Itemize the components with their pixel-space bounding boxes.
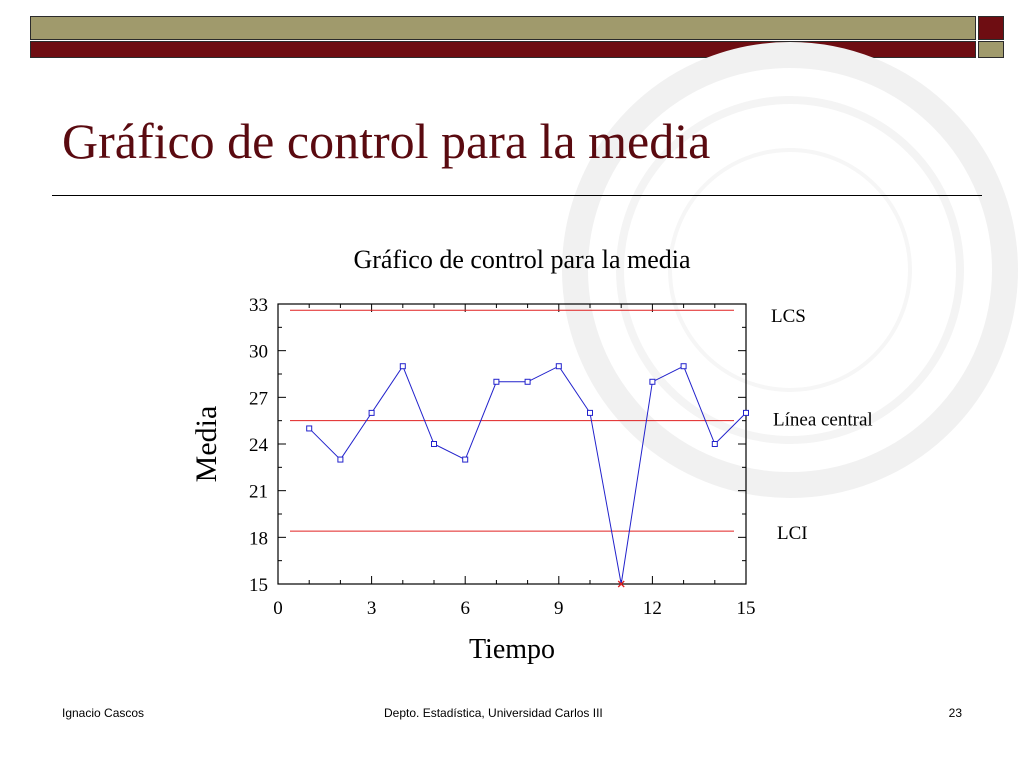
title-divider: [52, 195, 982, 196]
maroon-square: [978, 16, 1004, 40]
data-point: [306, 425, 313, 432]
slide-title: Gráfico de control para la media: [62, 113, 711, 169]
y-tick-label: 24: [249, 435, 269, 456]
data-point: [711, 441, 718, 447]
x-tick-label: 9: [554, 598, 564, 619]
y-tick-label: 15: [249, 575, 268, 596]
x-tick-label: 12: [643, 598, 662, 619]
x-tick-label: 3: [367, 598, 377, 619]
data-point: [337, 456, 344, 463]
ucl-label: LCS: [771, 306, 806, 327]
footer-author: Ignacio Cascos: [62, 706, 145, 720]
center-line-label: Línea central: [773, 410, 873, 431]
data-point: [431, 441, 437, 447]
data-point: [399, 363, 406, 370]
lcl-label: LCI: [777, 523, 808, 544]
footer-page-number: 23: [948, 706, 962, 720]
plot-frame: [277, 303, 747, 585]
y-tick-label: 27: [249, 388, 268, 409]
chart-title: Gráfico de control para la media: [353, 245, 691, 274]
x-tick-label: 6: [460, 598, 470, 619]
data-point: [493, 378, 500, 385]
data-point: [649, 378, 656, 385]
olive-bar: [30, 16, 976, 40]
out-of-control-point: [617, 580, 625, 588]
x-axis-label: Tiempo: [469, 634, 555, 665]
y-axis-label: Media: [190, 406, 223, 483]
x-tick-label: 0: [273, 598, 283, 619]
university-seal-watermark: [562, 42, 1018, 498]
data-point: [743, 409, 749, 416]
y-tick-label: 21: [249, 482, 268, 503]
series-line: [308, 365, 747, 585]
olive-square: [978, 41, 1004, 58]
x-tick-label: 15: [737, 598, 756, 619]
y-tick-label: 30: [249, 342, 268, 363]
data-point: [524, 378, 531, 385]
y-tick-label: 18: [249, 528, 268, 549]
data-point: [555, 363, 562, 370]
control-chart: Gráfico de control para la media 15 18 21 24…: [190, 245, 873, 665]
data-point: [587, 409, 593, 416]
data-point: [368, 409, 375, 416]
data-point: [462, 456, 469, 463]
y-tick-label: 33: [249, 295, 268, 316]
data-point: [680, 363, 687, 370]
footer-department: Depto. Estadística, Universidad Carlos I…: [384, 706, 603, 720]
